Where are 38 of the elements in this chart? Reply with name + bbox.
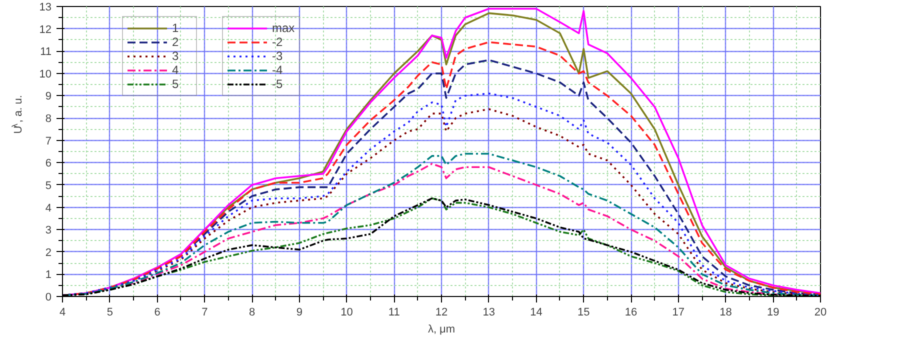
y-tick-label: 12: [39, 24, 52, 36]
y-tick-label: 9: [45, 90, 52, 103]
legend-label: 3: [172, 49, 180, 63]
y-tick-label: 3: [45, 224, 52, 237]
y-tick-label: 13: [39, 2, 52, 14]
y-tick-label: 4: [45, 202, 52, 214]
y-tick-label: 7: [45, 135, 52, 148]
x-tick-label: 20: [814, 306, 827, 318]
x-axis-title: λ, μm: [428, 324, 456, 336]
x-tick-label: 10: [340, 306, 353, 318]
y-tick-label: 2: [45, 246, 52, 259]
x-tick-label: 6: [154, 306, 160, 318]
x-tick-label: 18: [720, 306, 732, 318]
legend-label: -5: [272, 77, 284, 91]
y-tick-label: 5: [45, 180, 52, 192]
x-tick-label: 8: [248, 306, 256, 318]
legend-label: 2: [172, 35, 180, 49]
y-tick-label: 8: [45, 113, 52, 126]
x-tick-label: 14: [530, 306, 542, 318]
y-tick-label: 0: [45, 292, 52, 304]
legend-label: -3: [272, 49, 284, 63]
x-tick-label: 11: [388, 306, 400, 318]
x-tick-label: 13: [482, 306, 496, 318]
legend-label: -2: [272, 35, 284, 49]
y-tick-label: 1: [45, 269, 52, 282]
y-tick-label: 11: [40, 46, 52, 58]
x-tick-label: 12: [435, 306, 448, 318]
x-tick-label: 15: [578, 306, 590, 318]
x-tick-label: 17: [672, 306, 685, 318]
y-tick-label: 6: [45, 158, 52, 170]
x-tick-label: 7: [202, 306, 208, 318]
legend-label: 5: [172, 77, 180, 91]
x-tick-label: 5: [106, 306, 113, 318]
y-tick-label: 10: [39, 68, 52, 80]
x-tick-label: 9: [296, 306, 302, 318]
x-tick-label: 19: [767, 306, 780, 318]
x-tick-label: 4: [59, 306, 66, 318]
x-tick-label: 16: [624, 306, 638, 318]
